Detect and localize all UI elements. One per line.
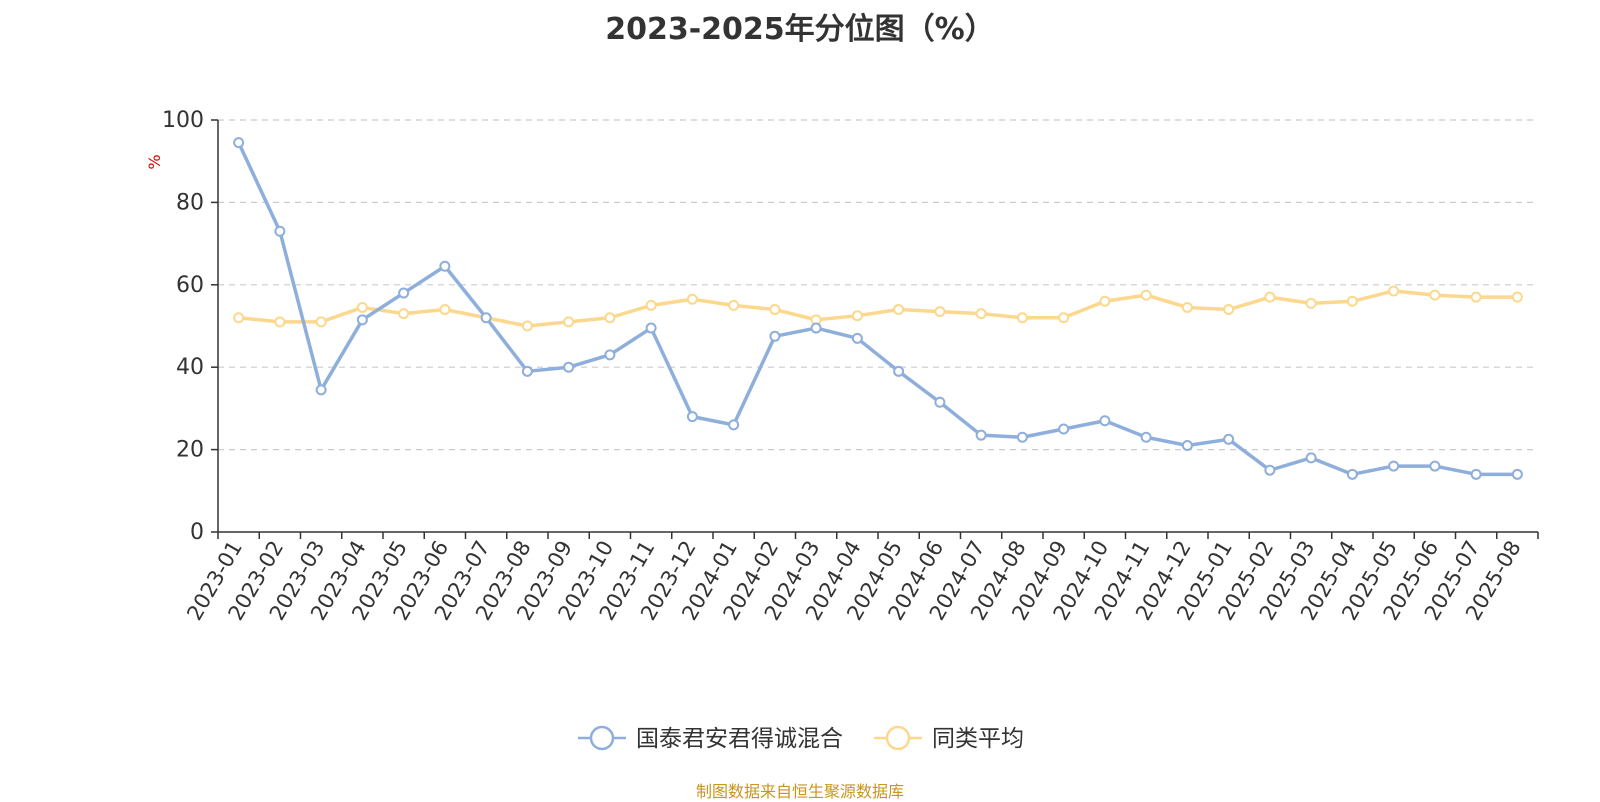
data-point <box>398 308 410 320</box>
y-axis-unit: % <box>145 154 164 169</box>
data-point <box>1016 431 1028 443</box>
data-point <box>1181 439 1193 451</box>
data-point <box>1429 460 1441 472</box>
data-point <box>521 365 533 377</box>
data-point <box>810 322 822 334</box>
y-tick-label: 20 <box>176 438 204 463</box>
legend: 国泰君安君得诚混合 同类平均 <box>578 725 1024 752</box>
legend-item-1: 国泰君安君得诚混合 <box>578 725 843 752</box>
data-point <box>233 137 245 149</box>
data-point <box>645 299 657 311</box>
data-point <box>1511 291 1523 303</box>
data-point <box>563 361 575 373</box>
data-point <box>893 304 905 316</box>
data-point <box>769 304 781 316</box>
legend-label: 同类平均 <box>932 726 1024 752</box>
data-point <box>1099 415 1111 427</box>
series-line <box>237 141 1518 477</box>
series-2 <box>233 285 1523 332</box>
data-point <box>728 419 740 431</box>
data-point <box>1470 468 1482 480</box>
data-point <box>975 308 987 320</box>
data-point <box>356 301 368 313</box>
data-point <box>1140 289 1152 301</box>
data-point <box>1511 468 1523 480</box>
data-point <box>893 365 905 377</box>
y-tick-label: 40 <box>176 355 204 380</box>
data-point <box>1388 460 1400 472</box>
data-point <box>1305 452 1317 464</box>
data-point <box>686 293 698 305</box>
data-point <box>480 312 492 324</box>
data-point <box>604 312 616 324</box>
data-point <box>356 314 368 326</box>
y-tick-label: 0 <box>190 520 204 545</box>
legend-item-2: 同类平均 <box>874 725 1024 752</box>
series-line <box>238 289 1518 328</box>
data-point <box>1388 285 1400 297</box>
legend-marker <box>589 725 615 751</box>
data-point <box>563 316 575 328</box>
data-point <box>686 411 698 423</box>
data-point <box>851 332 863 344</box>
data-point <box>315 316 327 328</box>
data-point <box>851 310 863 322</box>
data-point <box>315 384 327 396</box>
data-point <box>769 330 781 342</box>
data-source-note: 制图数据来自恒生聚源数据库 <box>695 782 904 801</box>
series-1 <box>233 137 1523 480</box>
data-point <box>728 299 740 311</box>
data-point <box>439 260 451 272</box>
y-tick-label: 80 <box>176 190 204 215</box>
data-point <box>934 396 946 408</box>
data-point <box>1346 468 1358 480</box>
data-point <box>398 287 410 299</box>
data-point <box>1470 291 1482 303</box>
data-point <box>604 349 616 361</box>
data-point <box>934 306 946 318</box>
data-point <box>1346 295 1358 307</box>
data-point <box>1429 289 1441 301</box>
data-point <box>1140 431 1152 443</box>
data-point <box>274 225 286 237</box>
legend-label: 国泰君安君得诚混合 <box>636 726 843 752</box>
data-point <box>1058 423 1070 435</box>
data-point <box>439 304 451 316</box>
data-point <box>1223 433 1235 445</box>
data-point <box>1305 297 1317 309</box>
data-point <box>1058 312 1070 324</box>
data-point <box>1223 304 1235 316</box>
legend-marker <box>885 725 911 751</box>
y-tick-label: 100 <box>162 108 204 133</box>
data-point <box>274 316 286 328</box>
chart-title: 2023-2025年分位图（%） <box>605 12 995 47</box>
data-point <box>521 320 533 332</box>
data-point <box>1181 301 1193 313</box>
data-point <box>233 312 245 324</box>
data-point <box>1016 312 1028 324</box>
y-tick-label: 60 <box>176 273 204 298</box>
data-point <box>1264 291 1276 303</box>
data-point <box>645 322 657 334</box>
data-point <box>1264 464 1276 476</box>
data-point <box>1099 295 1111 307</box>
data-point <box>975 429 987 441</box>
